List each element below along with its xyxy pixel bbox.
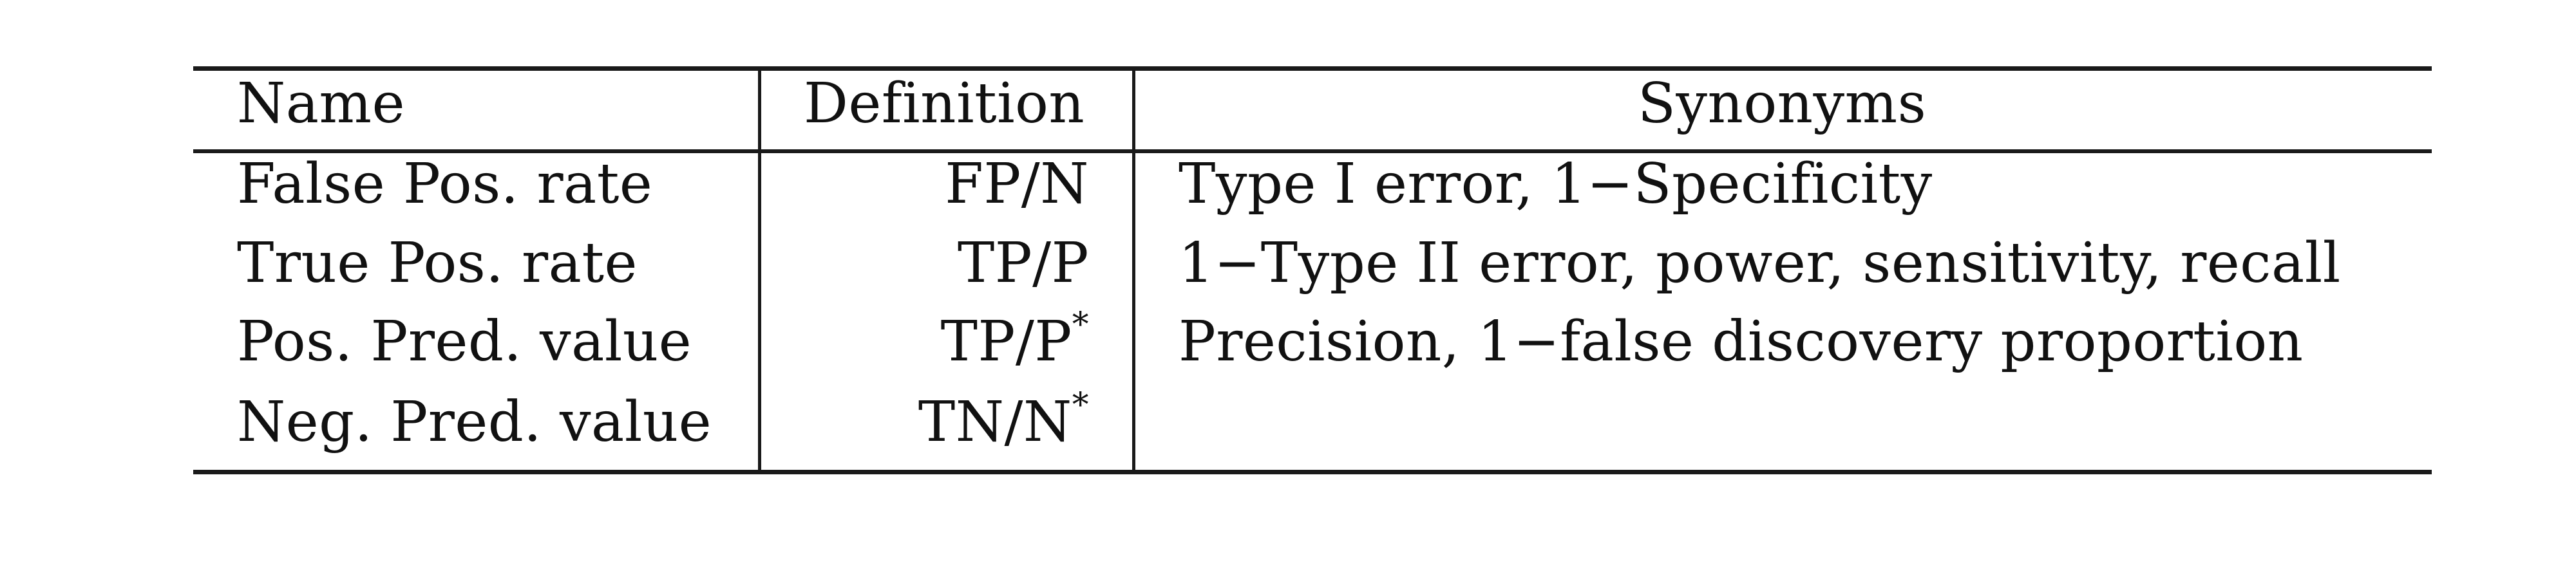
definition-text: TN/N: [918, 390, 1072, 454]
row-name-cell: True Pos. rate: [237, 231, 638, 295]
table-bottom-rule: [193, 470, 2432, 474]
header-definition: Definition: [804, 71, 1085, 136]
row-definition-cell: TN/N*: [918, 389, 1089, 450]
table-top-rule: [193, 66, 2432, 71]
row-synonyms-cell: 1−Type II error, power, sensitivity, rec…: [1179, 231, 2341, 295]
row-synonyms-cell: Type I error, 1−Specificity: [1179, 152, 1933, 216]
definition-text: TP/P: [940, 310, 1072, 374]
row-definition-cell: TP/P: [958, 236, 1089, 291]
row-definition-cell: TP/P*: [941, 308, 1089, 369]
definition-superscript: *: [1072, 386, 1089, 425]
row-name-cell: False Pos. rate: [237, 152, 653, 216]
row-synonyms-cell: Precision, 1−false discovery proportion: [1179, 310, 2304, 374]
definition-superscript: *: [1072, 305, 1089, 344]
definition-text: TP/P: [957, 231, 1089, 295]
row-name-cell: Neg. Pred. value: [237, 390, 712, 454]
header-name: Name: [237, 71, 405, 136]
column-divider-name-definition: [758, 68, 761, 472]
definition-text: FP/N: [945, 152, 1089, 216]
table-header-rule: [193, 149, 2432, 153]
header-synonyms: Synonyms: [1638, 71, 1927, 136]
row-name-cell: Pos. Pred. value: [237, 310, 692, 374]
row-definition-cell: FP/N: [945, 156, 1089, 212]
column-divider-definition-synonyms: [1132, 68, 1135, 472]
